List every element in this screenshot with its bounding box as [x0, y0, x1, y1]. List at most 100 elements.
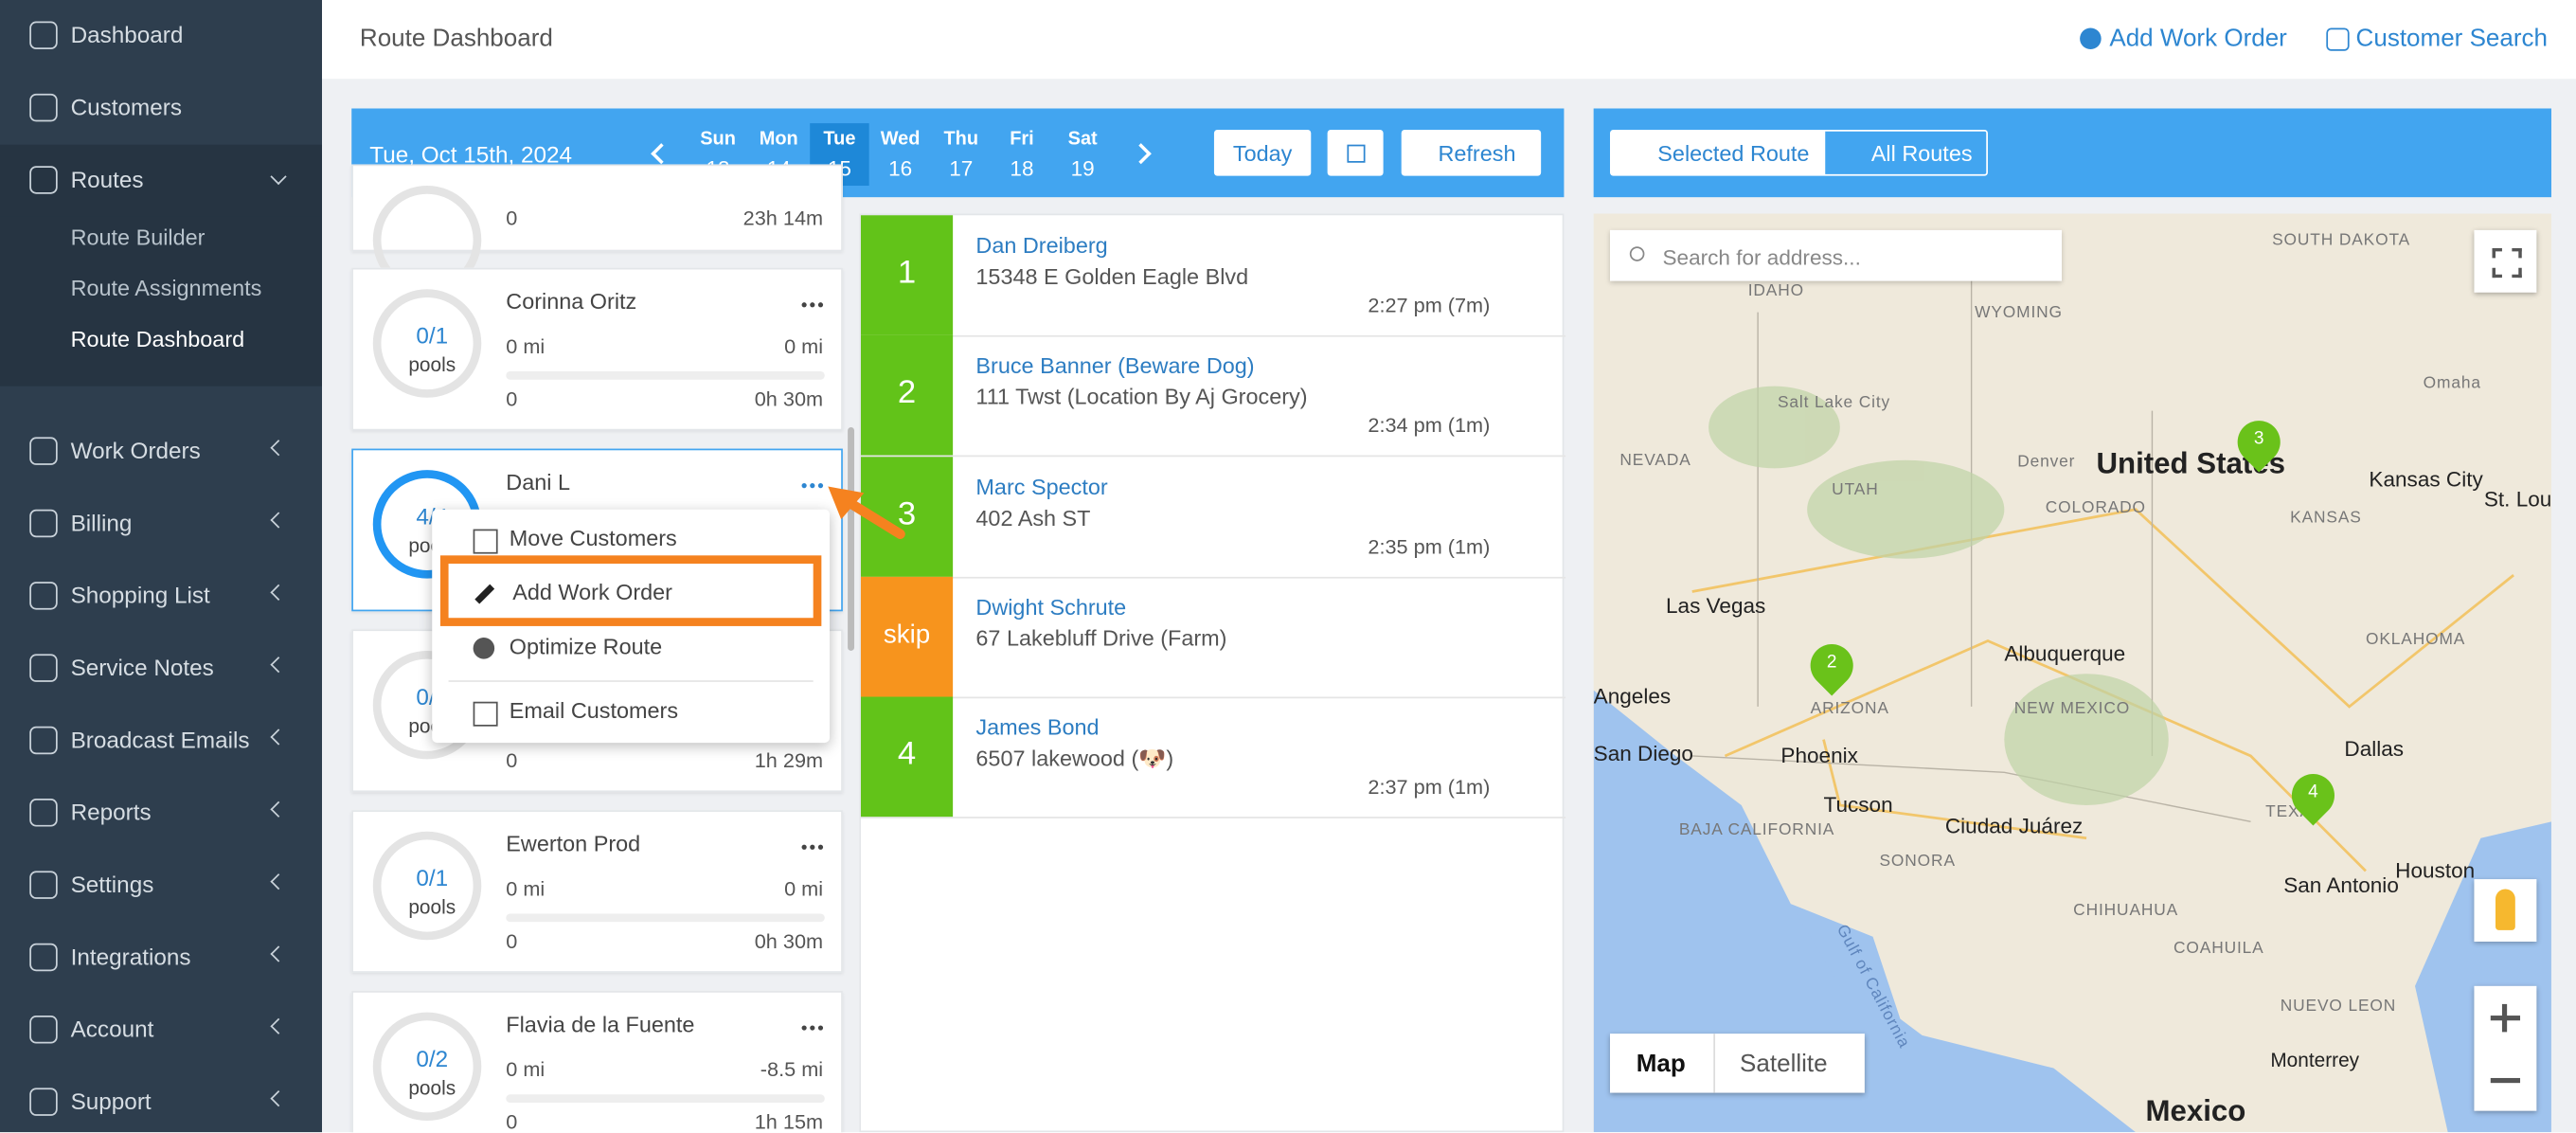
- stop-count: 0: [506, 1110, 518, 1133]
- day[interactable]: Sat 19: [1053, 123, 1112, 186]
- nav-icon: [29, 1016, 58, 1044]
- prev[interactable]: [651, 143, 672, 165]
- nav-item[interactable]: Support: [0, 1067, 322, 1132]
- calendar-button[interactable]: [1327, 130, 1384, 176]
- nav-item[interactable]: Billing: [0, 488, 322, 560]
- day[interactable]: Wed 16: [870, 123, 929, 186]
- duration: 1h 15m: [754, 1110, 824, 1133]
- progress-ring: [372, 1012, 482, 1122]
- menu-item[interactable]: Optimize Route: [509, 634, 663, 659]
- map-search[interactable]: Search for address...: [1610, 229, 2063, 281]
- refresh-button[interactable]: Refresh: [1401, 130, 1542, 176]
- map-label: BAJA CALIFORNIA: [1678, 821, 1835, 840]
- address: 6507 lakewood (🐶): [975, 746, 1174, 771]
- nav-item[interactable]: Service Notes: [0, 633, 322, 705]
- nav-item[interactable]: Dashboard: [0, 0, 322, 72]
- button-label: Refresh: [1438, 141, 1516, 167]
- nav-item[interactable]: Reports: [0, 778, 322, 850]
- map-label: SONORA: [1879, 853, 1956, 872]
- nav-item[interactable]: Work Orders: [0, 416, 322, 488]
- dot: [801, 483, 807, 489]
- zoom-out[interactable]: [2490, 1077, 2521, 1084]
- stop-row[interactable]: skip Dwight Schrute 67 Lakebluff Drive (Fa…: [860, 576, 1566, 699]
- route-card[interactable]: 0 23h 14m: [351, 164, 843, 295]
- highlight: [439, 555, 822, 626]
- customer-name[interactable]: Bruce Banner (Beware Dog): [975, 353, 1255, 379]
- route-card[interactable]: 0/2 pools Flavia de la Fuente 0 mi -8.5 mi 0 1…: [351, 991, 843, 1133]
- tab[interactable]: All Routes: [1823, 130, 1988, 176]
- chevron: [270, 584, 287, 601]
- marker-label: 4: [2308, 782, 2318, 802]
- nav-item[interactable]: Account: [0, 994, 322, 1066]
- nav-icon: [29, 726, 58, 755]
- customer-name[interactable]: Dan Dreiberg: [975, 233, 1108, 259]
- nav-subitem[interactable]: Route Assignments: [70, 276, 262, 301]
- nav-label: Work Orders: [70, 437, 201, 464]
- stop-count: 0: [506, 387, 518, 411]
- tab-label: All Routes: [1870, 141, 1973, 167]
- distance: 0 mi: [784, 334, 824, 359]
- tab[interactable]: Selected Route: [1610, 130, 1824, 176]
- route-card[interactable]: 0/1 pools Corinna Oritz 0 mi 0 mi 0 0h 30m: [351, 267, 843, 431]
- nav-label: Reports: [70, 799, 152, 825]
- nav-label: Integrations: [70, 943, 191, 970]
- nav-item[interactable]: Routes: [0, 144, 323, 217]
- map-label: NEVADA: [1619, 452, 1691, 471]
- stop-badge: skip: [860, 576, 954, 697]
- map-label: San Diego: [1593, 741, 1693, 766]
- customer-name[interactable]: Marc Spector: [975, 474, 1108, 499]
- page-title: Route Dashboard: [359, 25, 553, 53]
- map-type-option[interactable]: Satellite: [1740, 1050, 1828, 1078]
- nav-subitem[interactable]: Route Builder: [70, 225, 206, 250]
- progress-ring: [372, 831, 482, 941]
- distance: 0 mi: [506, 334, 546, 359]
- route-name: Dani L: [506, 470, 570, 495]
- stop-row[interactable]: 4 James Bond 6507 lakewood (🐶) 2:37 pm (1m): [860, 696, 1566, 819]
- dot: [810, 483, 815, 489]
- marker-label: 3: [2253, 428, 2264, 449]
- customer-search[interactable]: Customer Search: [2355, 25, 2549, 53]
- nav-item[interactable]: Settings: [0, 850, 322, 922]
- nav-item[interactable]: Shopping List: [0, 561, 322, 633]
- dot: [817, 483, 824, 489]
- marker-label: 2: [1826, 652, 1837, 673]
- nav-item[interactable]: Integrations: [0, 922, 322, 994]
- chevron: [270, 945, 287, 962]
- chevron: [270, 1090, 287, 1107]
- nav-subitem[interactable]: Route Dashboard: [70, 327, 245, 352]
- menu-item[interactable]: Email Customers: [509, 698, 679, 724]
- dot: [801, 302, 807, 308]
- chevron: [270, 728, 287, 746]
- stop-row[interactable]: 3 Marc Spector 402 Ash ST 2:35 pm (1m): [860, 456, 1566, 578]
- stop-count: 0: [506, 749, 518, 773]
- progress-ring: [372, 289, 482, 398]
- day[interactable]: Thu 17: [932, 123, 991, 186]
- day-name: Sat: [1067, 130, 1098, 150]
- fullscreen[interactable]: [2474, 229, 2537, 293]
- customer-name[interactable]: James Bond: [975, 714, 1100, 740]
- menu-item[interactable]: Add Work Order: [512, 580, 673, 605]
- map-type-option[interactable]: Map: [1636, 1050, 1686, 1078]
- time: 2:27 pm (7m): [1368, 294, 1491, 317]
- menu-icon: [473, 701, 498, 727]
- next[interactable]: [1130, 143, 1152, 165]
- badge-text: 3: [897, 495, 917, 532]
- menu-item[interactable]: Move Customers: [509, 526, 677, 551]
- duration: 23h 14m: [742, 207, 824, 230]
- duration: 0h 30m: [754, 387, 824, 411]
- route-card[interactable]: 0/1 pools Ewerton Prod 0 mi 0 mi 0 0h 30m: [351, 810, 843, 973]
- today-button[interactable]: Today: [1213, 130, 1312, 176]
- add-work-order[interactable]: Add Work Order: [2109, 25, 2287, 53]
- badge-text: 4: [897, 736, 917, 773]
- dot: [810, 1025, 815, 1031]
- stop-row[interactable]: 2 Bruce Banner (Beware Dog) 111 Twst (Loca…: [860, 335, 1566, 458]
- customer-name[interactable]: Dwight Schrute: [975, 594, 1127, 620]
- chevron: [270, 800, 287, 818]
- stop-row[interactable]: 1 Dan Dreiberg 15348 E Golden Eagle Blvd 2:…: [860, 215, 1566, 337]
- map-label: Kansas City: [2369, 466, 2483, 492]
- nav-icon: [29, 799, 58, 827]
- day[interactable]: Fri 18: [993, 123, 1051, 186]
- icon: [1347, 144, 1366, 163]
- nav-item[interactable]: Broadcast Emails: [0, 705, 322, 777]
- nav-item[interactable]: Customers: [0, 72, 322, 144]
